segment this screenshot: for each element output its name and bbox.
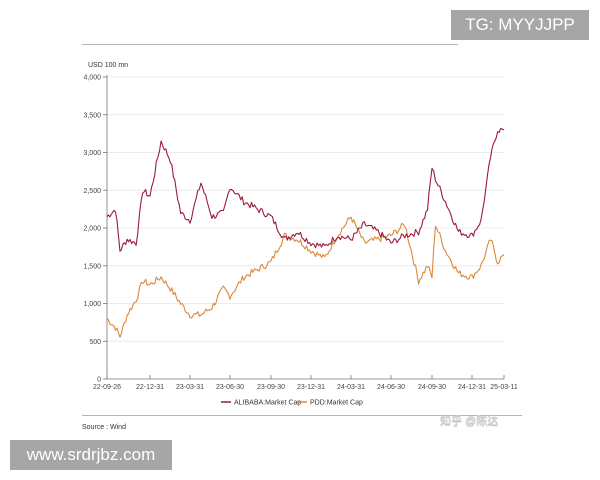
zhihu-watermark: 知乎 @陈达 [440,415,499,427]
y-tick-label: 3,500 [83,112,101,119]
y-axis: 0 500 1,000 1,500 2,000 2,500 3,000 3,500 4,000 [83,75,108,384]
y-tick-label: 0 [97,377,101,384]
top-divider [82,44,458,45]
data-lines [106,127,505,338]
y-tick-label: 1,000 [83,301,101,308]
legend-pdd: PDD:Market Cap [310,400,363,407]
y-tick-label: 2,500 [83,188,101,195]
y-tick-label: 2,000 [83,226,101,233]
x-tick-label: 24-09-30 [418,384,446,391]
legend-alibaba: ALIBABA:Market Cap [234,400,301,407]
x-tick-label: 24-03-31 [337,384,365,391]
x-tick-label: 25-03-11 [490,384,518,391]
y-tick-label: 3,000 [83,150,101,157]
x-axis: 22-09-26 22-12-31 23-03-31 23-06-30 23-09-30… [93,375,518,391]
source-note: Source : Wind [82,424,126,431]
x-tick-label: 22-12-31 [136,384,164,391]
chart-legend: ALIBABA:Market Cap PDD:Market Cap [221,400,363,407]
series-line-alibaba [106,127,505,252]
series-line-pdd [106,216,505,338]
x-tick-label: 22-09-26 [93,384,121,391]
y-axis-unit-label: USD 100 mn [88,62,129,69]
y-tick-label: 500 [89,339,101,346]
y-tick-label: 1,500 [83,263,101,270]
y-tick-label: 4,000 [83,75,101,82]
x-tick-label: 24-06-30 [377,384,405,391]
x-tick-label: 23-12-31 [297,384,325,391]
gridlines [107,76,504,342]
site-watermark-badge: www.srdrjbz.com [10,440,172,470]
tg-watermark-badge: TG: MYYJJPP [451,10,589,40]
x-tick-label: 23-03-31 [176,384,204,391]
x-tick-label: 23-09-30 [257,384,285,391]
bottom-divider [82,415,522,416]
x-tick-label: 23-06-30 [216,384,244,391]
x-tick-label: 24-12-31 [458,384,486,391]
